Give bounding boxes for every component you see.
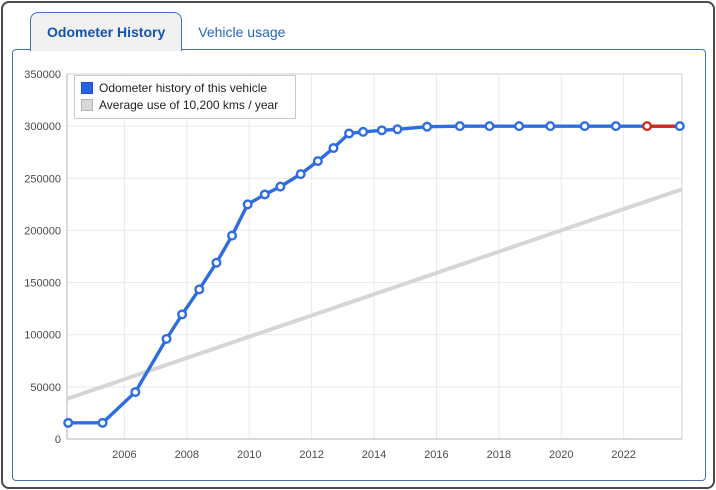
tab-bar: Odometer History Vehicle usage — [30, 12, 301, 51]
odometer-history-chart[interactable]: 0 50000 100000 150000 200000 250000 300000 3500… — [13, 50, 705, 480]
tab-odometer-history-label: Odometer History — [47, 24, 166, 40]
svg-text:150000: 150000 — [24, 278, 61, 290]
legend-label-odometer: Odometer history of this vehicle — [99, 81, 268, 95]
svg-text:300000: 300000 — [24, 121, 61, 133]
tab-odometer-history[interactable]: Odometer History — [30, 12, 183, 51]
legend-swatch-odometer — [81, 82, 93, 94]
tab-vehicle-usage[interactable]: Vehicle usage — [182, 12, 301, 51]
svg-text:2010: 2010 — [237, 449, 261, 461]
svg-text:2014: 2014 — [362, 449, 386, 461]
svg-text:250000: 250000 — [24, 173, 61, 185]
svg-text:50000: 50000 — [30, 382, 61, 394]
svg-text:2008: 2008 — [175, 449, 199, 461]
svg-text:2016: 2016 — [424, 449, 448, 461]
chart-panel: 0 50000 100000 150000 200000 250000 300000 3500… — [12, 49, 706, 481]
svg-text:0: 0 — [55, 434, 61, 446]
svg-text:2020: 2020 — [549, 449, 573, 461]
tab-vehicle-usage-label: Vehicle usage — [198, 23, 286, 40]
svg-text:2006: 2006 — [112, 449, 136, 461]
chart-legend: Odometer history of this vehicle Average… — [74, 75, 296, 119]
svg-text:350000: 350000 — [24, 69, 61, 81]
svg-text:100000: 100000 — [24, 330, 61, 342]
svg-text:2012: 2012 — [299, 449, 323, 461]
legend-swatch-average — [81, 99, 93, 111]
legend-item-average: Average use of 10,200 kms / year — [81, 97, 287, 113]
legend-item-odometer: Odometer history of this vehicle — [81, 80, 287, 96]
svg-text:2018: 2018 — [487, 449, 511, 461]
legend-label-average: Average use of 10,200 kms / year — [99, 98, 279, 112]
svg-text:2022: 2022 — [611, 449, 635, 461]
svg-text:200000: 200000 — [24, 225, 61, 237]
